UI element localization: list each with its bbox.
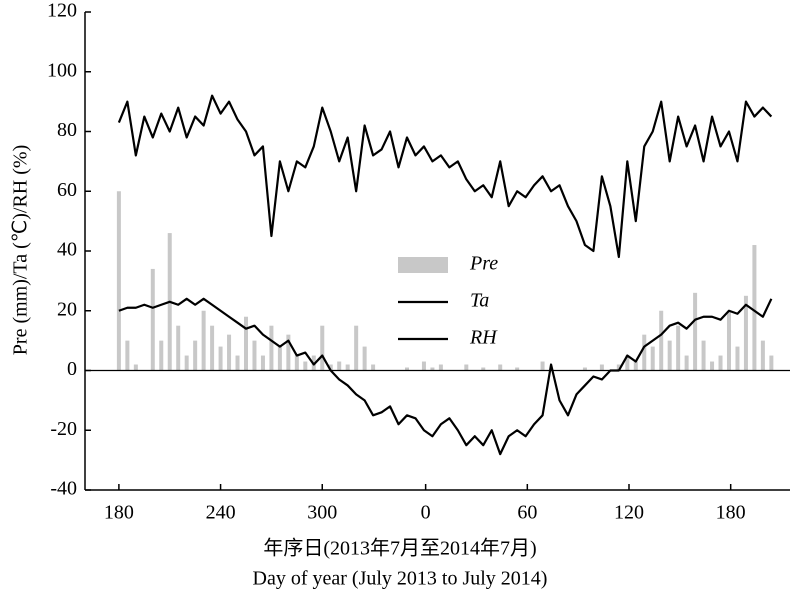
bar [464, 364, 469, 371]
bar [362, 346, 367, 371]
bar [277, 346, 282, 371]
bar [218, 346, 223, 371]
bar [235, 355, 240, 371]
bar [421, 361, 426, 371]
bar [227, 334, 232, 371]
bar [718, 355, 723, 371]
y-tick-label: 120 [47, 0, 77, 22]
bar [269, 325, 274, 371]
bar [404, 367, 409, 371]
x-axis-label-en: Day of year (July 2013 to July 2014) [253, 568, 548, 590]
x-tick-label: 120 [614, 502, 644, 524]
y-tick-label: -20 [50, 418, 77, 440]
y-tick-label: 0 [67, 358, 77, 380]
legend-key [398, 257, 448, 273]
x-tick-label: 180 [716, 502, 746, 524]
bar [184, 355, 189, 371]
bar [303, 361, 308, 371]
bar [633, 361, 638, 371]
x-tick-label: 300 [307, 502, 337, 524]
bar [735, 346, 740, 371]
legend-label: RH [469, 327, 498, 349]
y-tick-label: 80 [57, 119, 77, 141]
bar [125, 340, 130, 371]
bar [752, 245, 757, 371]
bar [133, 364, 138, 371]
bar [743, 295, 748, 371]
x-axis-label: 年序日(2013年7月至2014年7月) [263, 537, 536, 560]
bar [260, 355, 265, 371]
bar [676, 325, 681, 371]
bar [294, 355, 299, 371]
legend-label: Pre [469, 253, 498, 275]
bar [328, 364, 333, 371]
bar [726, 310, 731, 371]
bar [701, 340, 706, 371]
bar [252, 340, 257, 371]
bar [286, 334, 291, 371]
bar [625, 355, 630, 371]
bar [159, 340, 164, 371]
y-tick-label: 100 [47, 59, 77, 81]
bar [210, 325, 215, 371]
x-tick-label: 180 [104, 502, 134, 524]
legend-label: Ta [470, 290, 489, 312]
y-tick-label: 60 [57, 179, 77, 201]
y-axis-label: Pre (mm)/Ta (℃)/RH (%) [10, 145, 32, 355]
bar [193, 340, 198, 371]
bar [667, 340, 672, 371]
bar [481, 367, 486, 371]
bar [371, 364, 376, 371]
x-tick-label: 240 [206, 502, 236, 524]
bar [540, 361, 545, 371]
bar [498, 364, 503, 371]
bar [684, 355, 689, 371]
bar [354, 325, 359, 371]
bar [337, 361, 342, 371]
bar [693, 292, 698, 371]
bar [659, 310, 664, 371]
bar [582, 367, 587, 371]
bar [515, 367, 520, 371]
bar [150, 268, 155, 371]
bar [650, 346, 655, 371]
bar [760, 340, 765, 371]
bar [320, 325, 325, 371]
y-tick-label: 20 [57, 298, 77, 320]
bar [769, 355, 774, 371]
y-tick-label: 40 [57, 239, 77, 261]
bar [710, 361, 715, 371]
bar [243, 316, 248, 371]
x-tick-label: 60 [517, 502, 537, 524]
bar [642, 334, 647, 371]
bar [201, 310, 206, 371]
bar [599, 364, 604, 371]
bar [176, 325, 181, 371]
x-tick-label: 0 [421, 502, 431, 524]
y-tick-label: -40 [50, 478, 77, 500]
line [118, 297, 773, 456]
bar [345, 364, 350, 371]
bar [430, 367, 435, 371]
bar [438, 364, 443, 371]
bar [616, 364, 621, 371]
line [117, 94, 773, 259]
bar [116, 191, 121, 371]
